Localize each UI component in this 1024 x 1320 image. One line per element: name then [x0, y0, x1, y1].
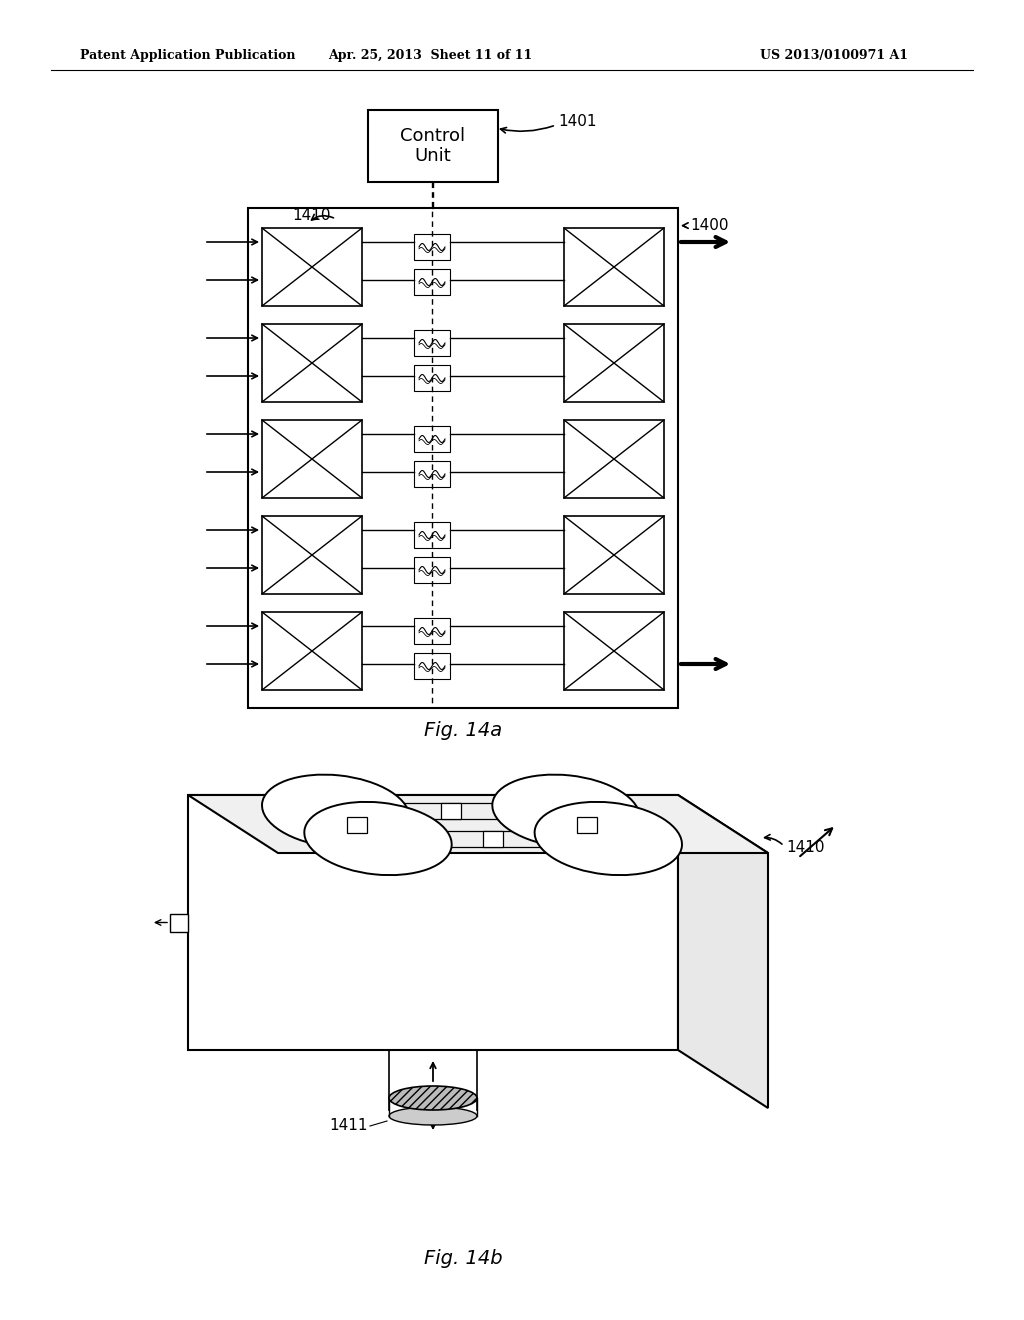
Bar [414, 426, 450, 451]
Bar [368, 110, 498, 182]
Text: 1400: 1400 [690, 219, 728, 234]
Bar [564, 228, 664, 306]
Text: Fig. 14a: Fig. 14a [424, 721, 502, 739]
Text: Fig. 14b: Fig. 14b [424, 1249, 503, 1267]
Text: US 2013/0100971 A1: US 2013/0100971 A1 [760, 49, 908, 62]
Bar [414, 366, 450, 391]
Bar [483, 830, 503, 846]
Bar [441, 804, 461, 820]
Bar [564, 516, 664, 594]
Ellipse shape [389, 1107, 477, 1125]
Bar [262, 228, 362, 306]
Bar [414, 653, 450, 678]
Bar [414, 269, 450, 294]
Ellipse shape [493, 775, 640, 847]
Bar [414, 330, 450, 356]
Polygon shape [678, 795, 768, 1107]
Bar [347, 817, 367, 833]
Text: Apr. 25, 2013  Sheet 11 of 11: Apr. 25, 2013 Sheet 11 of 11 [328, 49, 532, 62]
Ellipse shape [304, 801, 452, 875]
Ellipse shape [262, 775, 410, 847]
Bar [262, 420, 362, 498]
Bar [262, 612, 362, 690]
Text: 1410: 1410 [786, 841, 824, 855]
Bar [564, 323, 664, 403]
Bar [564, 612, 664, 690]
Bar [414, 521, 450, 548]
Bar [262, 516, 362, 594]
Ellipse shape [535, 801, 682, 875]
Text: 1411: 1411 [330, 1118, 368, 1134]
Bar [578, 817, 597, 833]
Bar [564, 420, 664, 498]
Bar [248, 209, 678, 708]
Polygon shape [188, 795, 678, 1049]
Bar [414, 557, 450, 583]
Bar [414, 618, 450, 644]
Bar [170, 913, 188, 932]
Text: Control
Unit: Control Unit [400, 127, 466, 165]
Bar [414, 461, 450, 487]
Ellipse shape [389, 1086, 477, 1110]
Text: 1410: 1410 [292, 209, 331, 223]
Text: 1401: 1401 [558, 115, 597, 129]
Bar [262, 323, 362, 403]
Polygon shape [188, 795, 768, 853]
Text: Patent Application Publication: Patent Application Publication [80, 49, 296, 62]
Bar [414, 234, 450, 260]
